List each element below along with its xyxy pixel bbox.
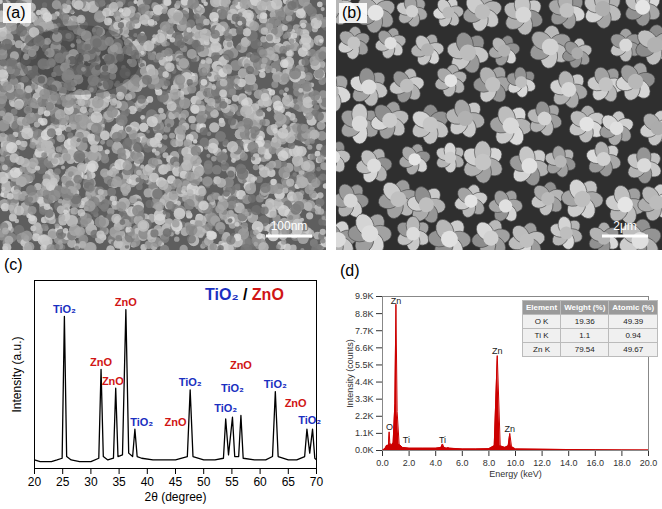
svg-text:Intensity (a.u.): Intensity (a.u.): [10, 336, 24, 412]
svg-text:65: 65: [282, 475, 296, 489]
svg-text:2μm: 2μm: [613, 219, 637, 233]
html-text:49.67: 49.67: [623, 345, 644, 354]
svg-text:TiO₂: TiO₂: [130, 416, 153, 428]
svg-text:4.4K: 4.4K: [355, 377, 374, 387]
svg-text:2.0: 2.0: [403, 458, 416, 468]
html-text:Element: Element: [526, 303, 558, 312]
svg-text:8.8K: 8.8K: [355, 308, 374, 318]
svg-text:ZnO: ZnO: [230, 359, 252, 371]
html-text:(c): (c): [4, 256, 23, 273]
svg-text:(b): (b): [342, 4, 362, 21]
svg-text:30: 30: [84, 475, 98, 489]
svg-text:3.3K: 3.3K: [355, 394, 374, 404]
html-text:(d): (d): [340, 262, 360, 279]
html-text:49.39: 49.39: [623, 317, 644, 326]
svg-text:25: 25: [56, 475, 70, 489]
html-text:Weight (%): Weight (%): [564, 303, 606, 312]
svg-text:ZnO: ZnO: [102, 375, 124, 387]
svg-text:20.0: 20.0: [640, 458, 658, 468]
svg-text:Energy (keV): Energy (keV): [489, 469, 542, 479]
svg-text:ZnO: ZnO: [115, 296, 137, 308]
svg-text:TiO₂: TiO₂: [264, 378, 287, 390]
svg-text:10.0: 10.0: [507, 458, 525, 468]
svg-text:40: 40: [141, 475, 155, 489]
svg-text:0.0K: 0.0K: [355, 445, 374, 455]
svg-text:100nm: 100nm: [271, 219, 308, 233]
svg-text:2θ (degree): 2θ (degree): [144, 490, 206, 504]
html-text:O K: O K: [534, 317, 549, 326]
svg-text:0.0: 0.0: [376, 458, 389, 468]
svg-text:ZnO: ZnO: [165, 416, 187, 428]
html-text:TiO₂ / ZnO: TiO₂ / ZnO: [205, 286, 284, 303]
html-text:Zn K: Zn K: [533, 345, 550, 354]
svg-text:ZnO: ZnO: [285, 397, 307, 409]
svg-text:7.7K: 7.7K: [355, 326, 374, 336]
html-text:0.94: 0.94: [625, 331, 641, 340]
svg-text:55: 55: [225, 475, 239, 489]
svg-text:16.0: 16.0: [587, 458, 605, 468]
svg-text:2.2K: 2.2K: [355, 411, 374, 421]
svg-text:1.1K: 1.1K: [355, 428, 374, 438]
html-text:1.1: 1.1: [579, 331, 591, 340]
html-text:19.36: 19.36: [574, 317, 595, 326]
html-text:Atomic (%): Atomic (%): [612, 303, 655, 312]
svg-text:45: 45: [169, 475, 183, 489]
svg-text:35: 35: [112, 475, 126, 489]
svg-text:TiO₂: TiO₂: [53, 303, 76, 315]
svg-text:6.0: 6.0: [456, 458, 469, 468]
svg-text:12.0: 12.0: [533, 458, 551, 468]
svg-text:18.0: 18.0: [613, 458, 631, 468]
svg-text:Ti: Ti: [403, 435, 410, 445]
svg-text:8.0: 8.0: [483, 458, 496, 468]
svg-text:4.0: 4.0: [429, 458, 442, 468]
svg-text:Zn: Zn: [391, 296, 402, 306]
svg-text:ZnO: ZnO: [90, 356, 112, 368]
svg-text:Intensity (counts): Intensity (counts): [345, 339, 355, 408]
svg-text:Ti: Ti: [439, 435, 446, 445]
svg-text:(a): (a): [6, 4, 26, 21]
svg-text:5.5K: 5.5K: [355, 360, 374, 370]
svg-text:9.9K: 9.9K: [355, 291, 374, 301]
html-text:79.54: 79.54: [574, 345, 595, 354]
svg-text:Zn: Zn: [492, 346, 503, 356]
svg-text:TiO₂: TiO₂: [298, 414, 321, 426]
svg-text:14.0: 14.0: [560, 458, 578, 468]
svg-text:TiO₂: TiO₂: [214, 402, 237, 414]
svg-text:20: 20: [28, 475, 42, 489]
svg-text:50: 50: [197, 475, 211, 489]
html-text:Ti K: Ti K: [534, 331, 549, 340]
svg-text:70: 70: [310, 475, 324, 489]
svg-text:6.6K: 6.6K: [355, 343, 374, 353]
svg-text:TiO₂: TiO₂: [221, 382, 244, 394]
svg-text:TiO₂: TiO₂: [179, 376, 202, 388]
svg-text:O: O: [386, 422, 393, 432]
svg-text:60: 60: [253, 475, 267, 489]
svg-text:Zn: Zn: [505, 424, 516, 434]
